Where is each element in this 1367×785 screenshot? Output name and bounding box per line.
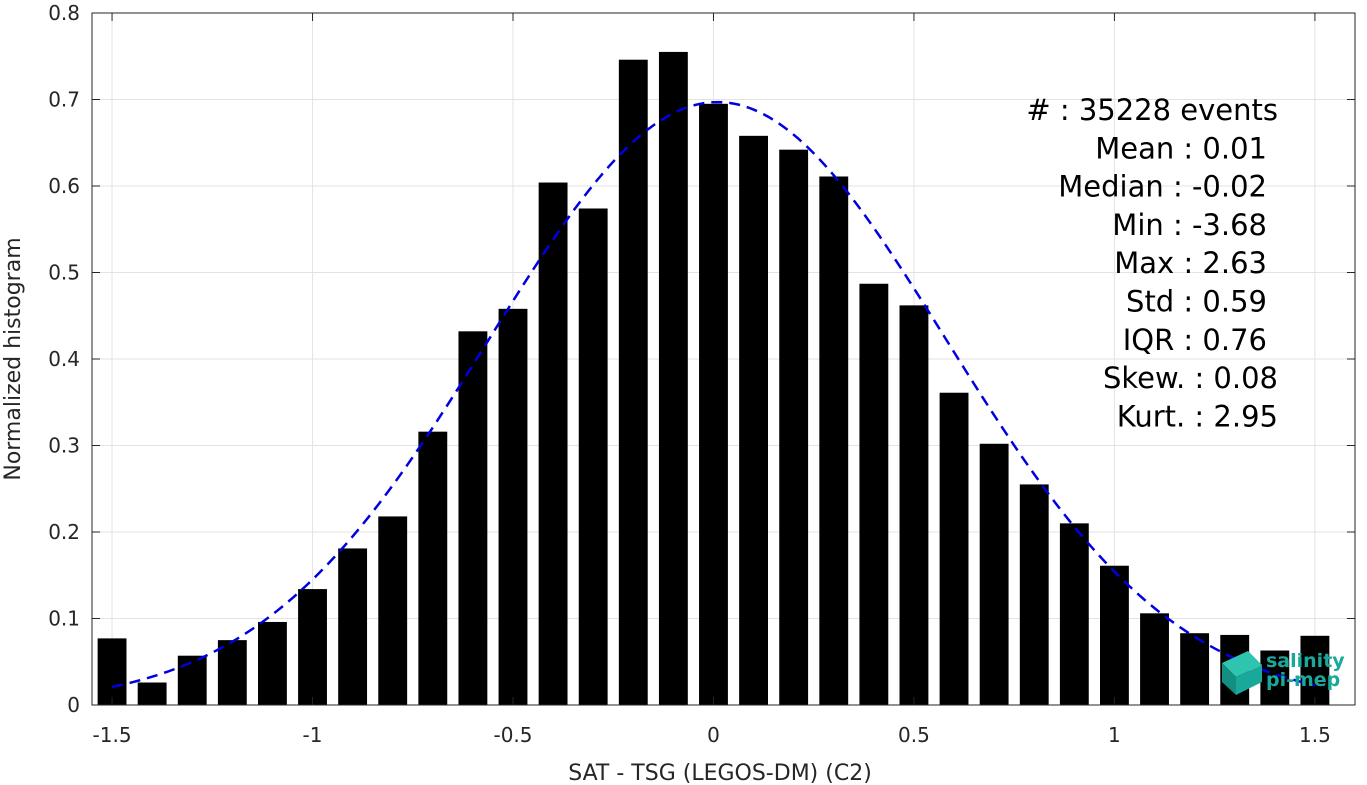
cube-icon bbox=[1222, 651, 1262, 695]
histogram-bar bbox=[338, 548, 368, 705]
histogram-bar bbox=[298, 589, 327, 705]
x-tick-label: 1.5 bbox=[1299, 723, 1331, 747]
stat-line: Skew. : 0.08 bbox=[1103, 361, 1278, 395]
histogram-bar bbox=[498, 308, 528, 705]
y-tick-label: 0 bbox=[67, 693, 80, 717]
logo-text-line1: salinity bbox=[1266, 650, 1345, 672]
y-tick-label: 0.2 bbox=[48, 520, 80, 544]
histogram-bar bbox=[578, 208, 608, 706]
histogram-bar bbox=[1180, 633, 1210, 705]
histogram-bar bbox=[1059, 523, 1089, 705]
histogram-bar bbox=[97, 638, 127, 705]
histogram-bar bbox=[1099, 565, 1129, 705]
stat-line: Min : -3.68 bbox=[1112, 208, 1267, 242]
stat-line: IQR : 0.76 bbox=[1123, 323, 1267, 357]
gaussian-fit-curve bbox=[111, 100, 1316, 689]
histogram-bar bbox=[257, 621, 287, 705]
statistics-box: # : 35228 events Mean : 0.01 Median : -0.0… bbox=[1026, 93, 1278, 433]
histogram-bar bbox=[819, 176, 849, 706]
logo-text-line2: pi-mep bbox=[1266, 669, 1340, 691]
x-tick-label: -0.5 bbox=[493, 723, 532, 747]
y-tick-label: 0.4 bbox=[48, 347, 80, 371]
histogram-bar bbox=[899, 305, 929, 705]
histogram-bar bbox=[699, 103, 728, 705]
y-tick-label: 0.8 bbox=[48, 1, 80, 25]
histogram-bar bbox=[1300, 635, 1330, 705]
histogram-bar bbox=[418, 431, 448, 705]
axis-ticks: -1.5 -1 -0.5 0 0.5 1 1.5 0 0.1 0.2 0.3 0.4 0.5 0.6 0.7… bbox=[48, 1, 1355, 747]
histogram-bar bbox=[217, 640, 247, 705]
x-axis-label: SAT - TSG (LEGOS-DM) (C2) bbox=[568, 761, 872, 785]
histogram-bar bbox=[137, 682, 167, 705]
stat-line: Kurt. : 2.95 bbox=[1117, 399, 1278, 433]
histogram-bar bbox=[378, 516, 408, 705]
stat-line: # : 35228 events bbox=[1026, 93, 1278, 127]
histogram-bar bbox=[859, 283, 889, 705]
x-tick-label: 0.5 bbox=[898, 723, 930, 747]
x-tick-label: -1 bbox=[303, 723, 323, 747]
y-tick-label: 0.3 bbox=[48, 434, 80, 458]
x-tick-label: 0 bbox=[707, 723, 720, 747]
stat-line: Max : 2.63 bbox=[1114, 246, 1267, 280]
histogram-bars bbox=[97, 51, 1330, 706]
histogram-bar bbox=[177, 655, 207, 705]
histogram-bar bbox=[458, 331, 488, 705]
histogram-bar bbox=[939, 392, 969, 705]
histogram-bar bbox=[618, 59, 648, 705]
y-tick-label: 0.6 bbox=[48, 174, 80, 198]
x-tick-label: -1.5 bbox=[93, 723, 132, 747]
histogram-bar bbox=[658, 51, 688, 706]
y-axis-label: Normalized histogram bbox=[1, 237, 26, 480]
x-tick-label: 1 bbox=[1108, 723, 1121, 747]
y-tick-label: 0.7 bbox=[48, 88, 80, 112]
histogram-bar bbox=[779, 149, 809, 706]
histogram-bar bbox=[1019, 484, 1049, 705]
histogram-bar bbox=[538, 182, 568, 706]
stat-line: Median : -0.02 bbox=[1058, 170, 1267, 204]
histogram-bar bbox=[979, 443, 1009, 705]
histogram-bar bbox=[1140, 613, 1169, 705]
y-tick-label: 0.1 bbox=[48, 607, 80, 631]
salinity-pimep-logo: salinity pi-mep bbox=[1222, 650, 1345, 695]
y-tick-label: 0.5 bbox=[48, 261, 80, 285]
stat-line: Mean : 0.01 bbox=[1095, 131, 1267, 165]
stat-line: Std : 0.59 bbox=[1126, 285, 1267, 319]
histogram-bar bbox=[739, 135, 769, 705]
